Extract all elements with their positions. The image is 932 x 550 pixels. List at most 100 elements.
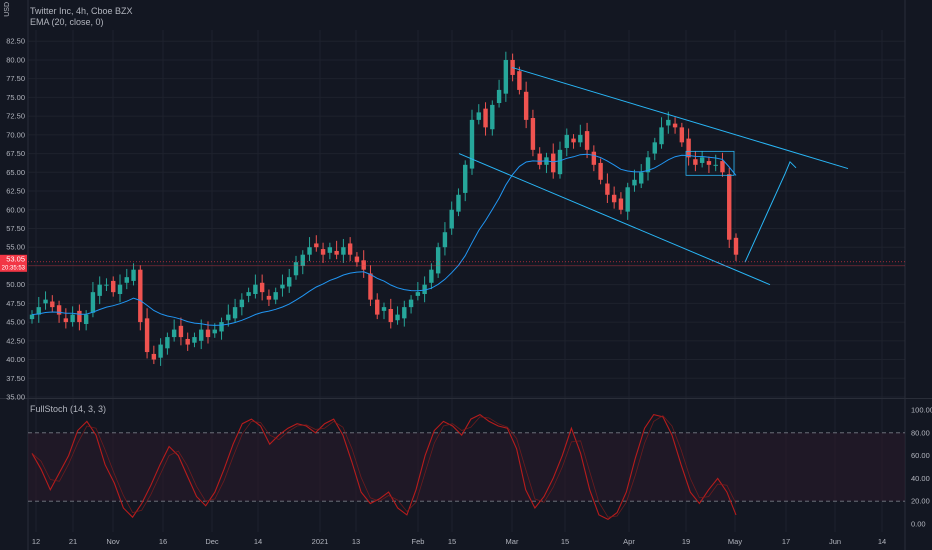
price-tick-label: 80.00 <box>6 55 25 64</box>
candle-body <box>408 299 414 308</box>
stoch-tick-label: 40.00 <box>911 474 930 483</box>
projection-arrow[interactable] <box>744 160 797 263</box>
candle-body <box>111 280 116 293</box>
price-axis[interactable]: 35.00 37.50 40.00 42.50 45.00 47.50 50.00 55.00… <box>0 37 27 402</box>
consolidation-box[interactable] <box>685 150 735 176</box>
price-tick-label: 35.00 <box>6 393 25 402</box>
price-tick-label: 75.00 <box>6 93 25 102</box>
candle-body <box>280 284 285 289</box>
price-tick-label: 60.00 <box>6 205 25 214</box>
candle-body <box>253 284 258 295</box>
candle-body <box>83 314 89 324</box>
candle-body <box>645 157 651 173</box>
candle-body <box>347 243 353 255</box>
candle-body <box>537 153 542 165</box>
candle-body <box>29 314 35 320</box>
price-tick-label: 62.50 <box>6 187 25 196</box>
candle-body <box>368 273 373 300</box>
candle-body <box>56 305 62 315</box>
candle-body <box>63 318 69 323</box>
time-tick-label: 2021 <box>312 537 329 546</box>
candle-body <box>402 307 407 319</box>
candle-body <box>415 292 421 296</box>
channel-lower-line[interactable] <box>458 153 771 286</box>
candle-body <box>713 164 718 166</box>
time-tick-label: 15 <box>448 537 456 546</box>
candle-body <box>632 179 637 186</box>
candle-body <box>517 71 522 90</box>
candle-body <box>212 329 217 334</box>
candle-body <box>43 299 48 304</box>
candle-body <box>435 247 441 274</box>
candle-body <box>300 254 305 266</box>
stoch-band-fill <box>28 432 905 502</box>
price-tick-label: 37.50 <box>6 374 25 383</box>
candle-body <box>598 162 603 180</box>
countdown-text: 20:35:53 <box>2 265 26 271</box>
current-price-text: 53.05 <box>6 254 25 263</box>
ema-legend[interactable]: EMA (20, close, 0) <box>30 17 104 27</box>
candle-body <box>117 284 123 295</box>
candle-body <box>523 91 529 120</box>
candle-body <box>571 138 576 143</box>
stoch-band <box>28 432 905 502</box>
candle-body <box>605 183 610 195</box>
candle-body <box>341 247 346 255</box>
trend-channel[interactable] <box>458 66 849 286</box>
ema-line <box>31 153 737 326</box>
time-tick-label: Mar <box>506 537 519 546</box>
candle-body <box>503 59 509 94</box>
channel-upper-line[interactable] <box>511 66 849 170</box>
symbol-title[interactable]: Twitter Inc, 4h, Cboe BZX <box>30 6 133 16</box>
candle-body <box>699 157 705 163</box>
candle-body <box>625 187 630 212</box>
candle-body <box>449 209 454 229</box>
time-tick-label: 19 <box>682 537 690 546</box>
candle-body <box>205 329 211 338</box>
candle-body <box>652 142 657 154</box>
candle-body <box>686 138 691 158</box>
candle-body <box>463 164 468 193</box>
stoch-d-line <box>31 415 737 518</box>
candle-body <box>226 314 231 321</box>
candle-body <box>124 277 129 283</box>
time-tick-label: Feb <box>412 537 425 546</box>
time-axis[interactable]: 12 21 Nov 16 Dec 14 2021 13 Feb 15 Mar 15 Apr 19 May 17… <box>32 537 886 546</box>
candle-body <box>490 104 495 130</box>
candle-body <box>354 256 360 263</box>
candle-body <box>171 329 177 338</box>
candle-body <box>720 161 725 173</box>
candle-body <box>375 299 380 315</box>
candle-body <box>199 329 204 341</box>
price-tick-label: 42.50 <box>6 336 25 345</box>
price-tick-label: 72.50 <box>6 112 25 121</box>
price-tick-label: 70.00 <box>6 130 25 139</box>
candle-body <box>429 269 434 283</box>
candle-body <box>97 284 102 296</box>
price-tag-box <box>0 254 27 272</box>
candle-body <box>618 198 624 210</box>
candle-body <box>422 284 427 295</box>
candle-body <box>266 295 272 300</box>
candle-body <box>381 307 387 311</box>
candle-body <box>70 314 75 323</box>
time-tick-label: 13 <box>352 537 360 546</box>
candle-body <box>50 301 55 308</box>
stoch-axis[interactable]: 0.00 20.00 40.00 60.00 80.00 100.00 <box>911 406 932 529</box>
candle-body <box>259 282 265 293</box>
candle-body <box>144 318 150 353</box>
stoch-tick-label: 60.00 <box>911 451 930 460</box>
stoch-tick-label: 100.00 <box>911 406 932 415</box>
price-tick-label: 50.00 <box>6 280 25 289</box>
time-tick-label: 17 <box>782 537 790 546</box>
candle-body <box>557 149 563 175</box>
time-tick-label: Apr <box>623 537 635 546</box>
candle-body <box>733 237 739 255</box>
candle-body <box>138 269 143 323</box>
candle-body <box>611 194 617 203</box>
price-tick-label: 45.00 <box>6 318 25 327</box>
candle-body <box>185 338 190 345</box>
stoch-legend[interactable]: FullStoch (14, 3, 3) <box>30 404 107 414</box>
candle-body <box>165 337 170 349</box>
